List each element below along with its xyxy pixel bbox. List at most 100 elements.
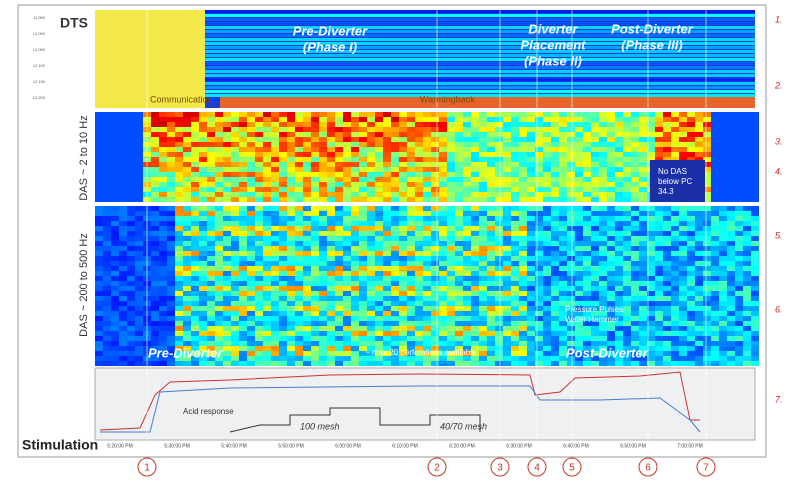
das-cell <box>647 137 655 142</box>
das-cell <box>495 216 503 221</box>
das-cell <box>503 326 511 331</box>
das-cell <box>119 281 127 286</box>
das-cell <box>559 187 567 192</box>
das-cell <box>231 137 239 142</box>
das-cell <box>647 346 655 351</box>
warmback: Warmingback <box>420 94 475 104</box>
das-cell <box>407 236 415 241</box>
das-cell <box>255 117 263 122</box>
das-cell <box>639 182 647 187</box>
das-cell <box>631 276 639 281</box>
das-cell <box>455 291 463 296</box>
das-cell <box>343 172 351 177</box>
das-cell <box>271 251 279 256</box>
das-cell <box>303 231 311 236</box>
das-cell <box>183 182 191 187</box>
das-cell <box>591 132 599 137</box>
das-cell <box>375 142 383 147</box>
das-cell <box>727 236 735 241</box>
das-cell <box>127 122 135 127</box>
das-cell <box>263 112 271 117</box>
das-cell <box>687 236 695 241</box>
das-cell <box>287 177 295 182</box>
das-cell <box>207 117 215 122</box>
das-cell <box>231 246 239 251</box>
das-cell <box>519 281 527 286</box>
das-cell <box>479 321 487 326</box>
das-cell <box>735 132 743 137</box>
das-cell <box>719 311 727 316</box>
das-cell <box>359 331 367 336</box>
das-cell <box>735 301 743 306</box>
das-cell <box>223 331 231 336</box>
das-cell <box>111 291 119 296</box>
das-cell <box>151 206 159 211</box>
das-cell <box>575 216 583 221</box>
das-cell <box>439 286 447 291</box>
das-cell <box>687 321 695 326</box>
das-cell <box>327 137 335 142</box>
das-cell <box>319 266 327 271</box>
das-cell <box>463 167 471 172</box>
das-cell <box>111 187 119 192</box>
dts-band <box>200 34 755 37</box>
das-cell <box>751 142 759 147</box>
das-cell <box>639 231 647 236</box>
das-cell <box>215 336 223 341</box>
dts-band <box>200 94 755 97</box>
das-cell <box>751 221 759 226</box>
das-cell <box>407 246 415 251</box>
das-cell <box>367 271 375 276</box>
das-cell <box>95 157 103 162</box>
das-cell <box>527 306 535 311</box>
das-cell <box>751 306 759 311</box>
das-cell <box>183 341 191 346</box>
das-cell <box>207 281 215 286</box>
das-cell <box>311 291 319 296</box>
das-cell <box>695 286 703 291</box>
das-cell <box>319 152 327 157</box>
das-cell <box>703 326 711 331</box>
das-cell <box>207 351 215 356</box>
das-cell <box>279 117 287 122</box>
das-cell <box>199 157 207 162</box>
das-cell <box>391 301 399 306</box>
das-cell <box>399 177 407 182</box>
das-cell <box>583 296 591 301</box>
das-cell <box>511 152 519 157</box>
das-cell <box>167 291 175 296</box>
das-cell <box>543 226 551 231</box>
das-cell <box>151 356 159 361</box>
das-cell <box>175 177 183 182</box>
das-cell <box>263 346 271 351</box>
das-cell <box>375 127 383 132</box>
das-cell <box>231 197 239 202</box>
das-cell <box>559 346 567 351</box>
das-cell <box>503 226 511 231</box>
das-cell <box>295 306 303 311</box>
das-cell <box>743 291 751 296</box>
das-cell <box>631 162 639 167</box>
das-cell <box>495 226 503 231</box>
das-cell <box>655 216 663 221</box>
das-cell <box>119 276 127 281</box>
das-cell <box>607 157 615 162</box>
das-cell <box>663 127 671 132</box>
das-cell <box>447 236 455 241</box>
das-cell <box>647 266 655 271</box>
das-cell <box>695 147 703 152</box>
das-cell <box>415 296 423 301</box>
das-cell <box>415 182 423 187</box>
das-cell <box>367 206 375 211</box>
das-cell <box>695 361 703 366</box>
das-cell <box>471 112 479 117</box>
das-cell <box>175 221 183 226</box>
das-cell <box>247 301 255 306</box>
das-cell <box>135 291 143 296</box>
das-cell <box>159 361 167 366</box>
das-cell <box>231 346 239 351</box>
das-cell <box>575 311 583 316</box>
das-cell <box>255 281 263 286</box>
das-cell <box>271 117 279 122</box>
das-cell <box>111 321 119 326</box>
